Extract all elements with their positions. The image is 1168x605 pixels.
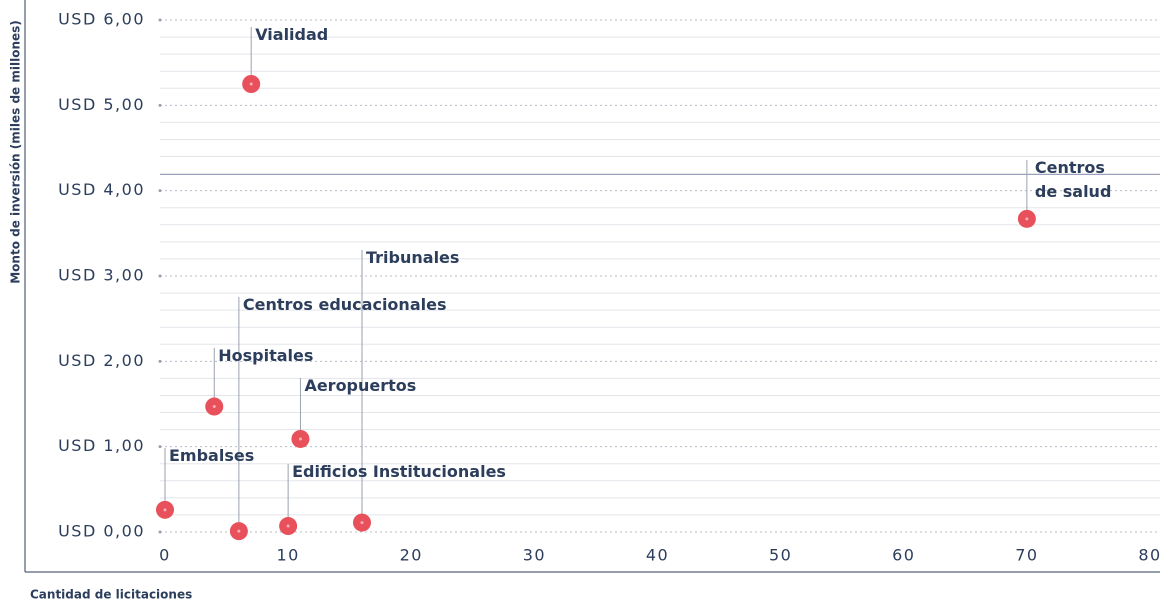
y-tick-dot bbox=[158, 530, 162, 534]
point-label: Edificios Institucionales bbox=[292, 462, 506, 481]
point-center bbox=[360, 521, 364, 525]
y-tick-dot bbox=[158, 445, 162, 449]
y-tick-label: USD 5,00 bbox=[58, 95, 145, 114]
x-axis-title: Cantidad de licitaciones bbox=[30, 588, 192, 602]
x-tick-label: 10 bbox=[276, 546, 299, 565]
point-label: Centros de salud bbox=[1035, 158, 1112, 201]
point-label: Embalses bbox=[169, 446, 254, 465]
y-tick-label: USD 2,00 bbox=[58, 351, 145, 370]
x-tick-label: 60 bbox=[892, 546, 915, 565]
point-label: Vialidad bbox=[255, 25, 328, 44]
point-center bbox=[249, 82, 253, 86]
y-tick-label: USD 4,00 bbox=[58, 180, 145, 199]
y-tick-label: USD 1,00 bbox=[58, 436, 145, 455]
x-tick-label: 80 bbox=[1138, 546, 1161, 565]
point-label: Aeropuertos bbox=[304, 376, 416, 395]
label-line: de salud bbox=[1035, 182, 1112, 201]
y-tick-label: USD 6,00 bbox=[58, 10, 145, 29]
point-center bbox=[163, 508, 167, 512]
x-tick-label: 30 bbox=[523, 546, 546, 565]
y-tick-dot bbox=[158, 18, 162, 22]
y-tick-label: USD 3,00 bbox=[58, 266, 145, 285]
x-tick-label: 20 bbox=[400, 546, 423, 565]
point-label: Centros educacionales bbox=[243, 295, 447, 314]
point-center bbox=[212, 405, 216, 409]
point-label: Hospitales bbox=[218, 346, 313, 365]
y-tick-dot bbox=[158, 103, 162, 107]
x-tick-label: 70 bbox=[1015, 546, 1038, 565]
point-center bbox=[1025, 217, 1029, 221]
x-tick-label: 40 bbox=[646, 546, 669, 565]
point-center bbox=[298, 437, 302, 441]
point-label: Tribunales bbox=[366, 248, 459, 267]
x-tick-label: 50 bbox=[769, 546, 792, 565]
point-center bbox=[237, 529, 241, 533]
y-tick-dot bbox=[158, 359, 162, 363]
x-tick-label: 0 bbox=[159, 546, 171, 565]
y-tick-dot bbox=[158, 189, 162, 193]
y-axis-title: Monto de inversión (miles de millones) bbox=[9, 20, 23, 284]
y-tick-dot bbox=[158, 274, 162, 278]
label-line: Centros bbox=[1035, 158, 1105, 177]
y-tick-label: USD 0,00 bbox=[58, 522, 145, 541]
point-center bbox=[286, 524, 290, 528]
